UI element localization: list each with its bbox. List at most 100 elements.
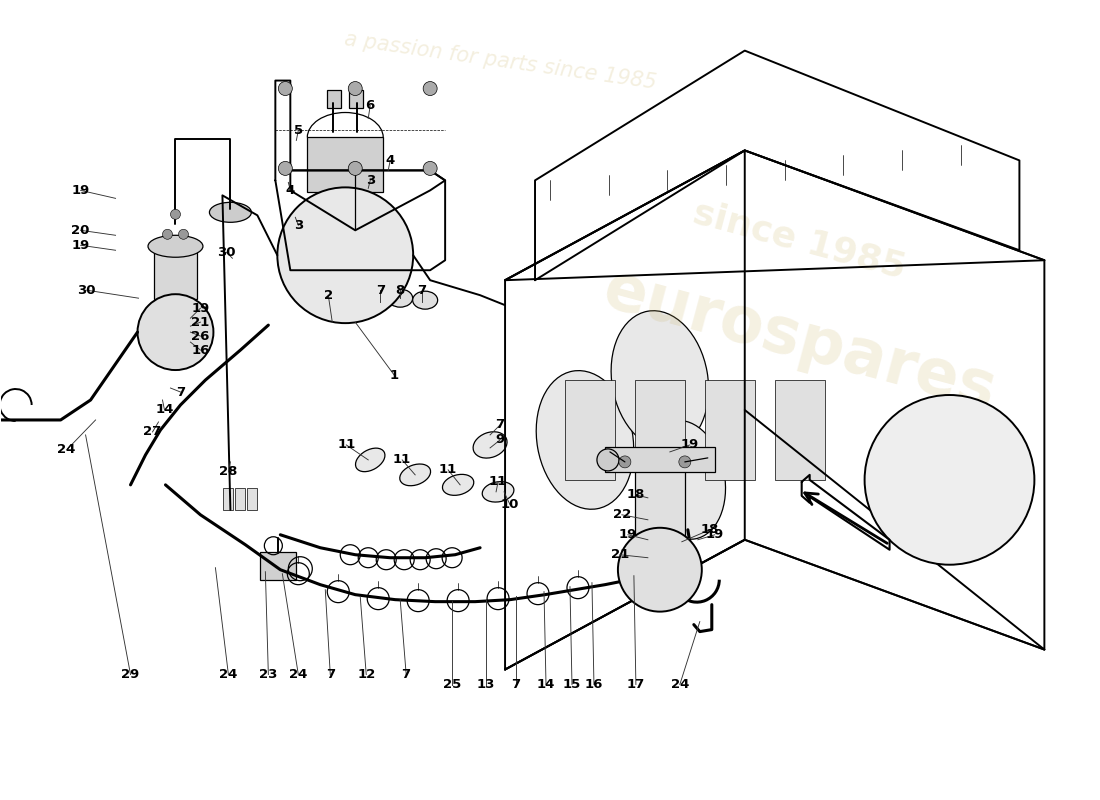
Circle shape xyxy=(278,162,293,175)
Ellipse shape xyxy=(362,291,387,309)
Text: 7: 7 xyxy=(495,418,505,431)
Circle shape xyxy=(277,187,414,323)
Text: 24: 24 xyxy=(289,668,308,681)
Text: 11: 11 xyxy=(393,454,411,466)
Text: 24: 24 xyxy=(57,443,76,457)
Bar xyxy=(235,488,245,510)
Ellipse shape xyxy=(482,482,514,502)
Text: 4: 4 xyxy=(286,184,295,197)
Text: 22: 22 xyxy=(613,508,631,522)
Text: 7: 7 xyxy=(376,284,385,297)
Text: 1: 1 xyxy=(389,369,399,382)
Text: 19: 19 xyxy=(681,438,698,451)
Text: 4: 4 xyxy=(386,154,395,167)
Text: 7: 7 xyxy=(418,284,427,297)
Text: 16: 16 xyxy=(585,678,603,691)
Text: 24: 24 xyxy=(219,668,238,681)
Text: 9: 9 xyxy=(495,434,505,446)
Text: 12: 12 xyxy=(358,668,375,681)
Ellipse shape xyxy=(387,289,412,307)
Text: 24: 24 xyxy=(671,678,689,691)
Ellipse shape xyxy=(148,235,202,258)
Circle shape xyxy=(349,82,362,95)
Circle shape xyxy=(618,528,702,612)
Text: 19: 19 xyxy=(72,238,90,252)
Text: 29: 29 xyxy=(121,668,140,681)
Text: 5: 5 xyxy=(294,124,302,137)
Ellipse shape xyxy=(536,370,634,510)
Bar xyxy=(605,447,715,472)
Text: eurospares: eurospares xyxy=(596,258,1003,422)
Bar xyxy=(774,380,825,480)
Circle shape xyxy=(424,162,437,175)
Circle shape xyxy=(178,230,188,239)
Text: 28: 28 xyxy=(219,466,238,478)
Text: 19: 19 xyxy=(706,528,724,542)
Text: 8: 8 xyxy=(396,284,405,297)
Ellipse shape xyxy=(355,448,385,472)
Bar xyxy=(154,244,197,299)
Text: 25: 25 xyxy=(443,678,461,691)
Text: 7: 7 xyxy=(402,668,410,681)
Bar xyxy=(565,380,615,480)
Text: 6: 6 xyxy=(365,99,375,112)
Bar xyxy=(635,380,685,480)
Bar xyxy=(635,465,685,550)
Text: 20: 20 xyxy=(72,224,90,237)
Text: 17: 17 xyxy=(627,678,645,691)
Text: 30: 30 xyxy=(77,284,96,297)
Text: 19: 19 xyxy=(72,184,90,197)
Bar xyxy=(705,380,755,480)
Bar xyxy=(307,138,383,192)
Circle shape xyxy=(163,230,173,239)
Circle shape xyxy=(278,82,293,95)
Ellipse shape xyxy=(597,449,619,471)
Text: 11: 11 xyxy=(488,475,507,488)
Text: 2: 2 xyxy=(323,289,333,302)
Text: since 1985: since 1985 xyxy=(690,195,910,285)
Circle shape xyxy=(170,210,180,219)
Ellipse shape xyxy=(612,310,708,450)
Text: 13: 13 xyxy=(477,678,495,691)
Text: a passion for parts since 1985: a passion for parts since 1985 xyxy=(343,29,658,93)
Text: 16: 16 xyxy=(191,343,210,357)
Text: 19: 19 xyxy=(191,302,210,314)
Text: 21: 21 xyxy=(191,316,210,329)
Ellipse shape xyxy=(442,474,474,495)
Bar xyxy=(261,552,296,580)
Ellipse shape xyxy=(473,432,507,458)
Circle shape xyxy=(424,82,437,95)
Ellipse shape xyxy=(295,196,395,246)
Circle shape xyxy=(349,162,362,175)
Text: 21: 21 xyxy=(610,548,629,562)
Bar xyxy=(248,488,257,510)
Text: 11: 11 xyxy=(439,463,458,476)
Circle shape xyxy=(679,456,691,468)
Text: 19: 19 xyxy=(619,528,637,542)
Bar xyxy=(328,90,341,107)
Text: 26: 26 xyxy=(191,330,210,342)
Text: 10: 10 xyxy=(500,498,519,511)
Text: 23: 23 xyxy=(260,668,277,681)
Text: 7: 7 xyxy=(512,678,520,691)
Text: 27: 27 xyxy=(143,426,162,438)
Circle shape xyxy=(619,456,631,468)
Text: 18: 18 xyxy=(627,488,645,502)
Text: 14: 14 xyxy=(537,678,556,691)
Text: 7: 7 xyxy=(176,386,185,398)
Ellipse shape xyxy=(865,430,1034,530)
Text: 3: 3 xyxy=(294,219,302,232)
Text: 15: 15 xyxy=(563,678,581,691)
Text: 11: 11 xyxy=(337,438,355,451)
Ellipse shape xyxy=(209,202,252,222)
Ellipse shape xyxy=(645,421,726,539)
Bar xyxy=(223,488,233,510)
Circle shape xyxy=(865,395,1034,565)
Text: 18: 18 xyxy=(701,523,719,536)
Ellipse shape xyxy=(399,464,430,486)
Text: 3: 3 xyxy=(365,174,375,187)
Text: 30: 30 xyxy=(217,246,235,258)
Bar xyxy=(350,90,363,107)
Text: 14: 14 xyxy=(155,403,174,417)
Circle shape xyxy=(138,294,213,370)
